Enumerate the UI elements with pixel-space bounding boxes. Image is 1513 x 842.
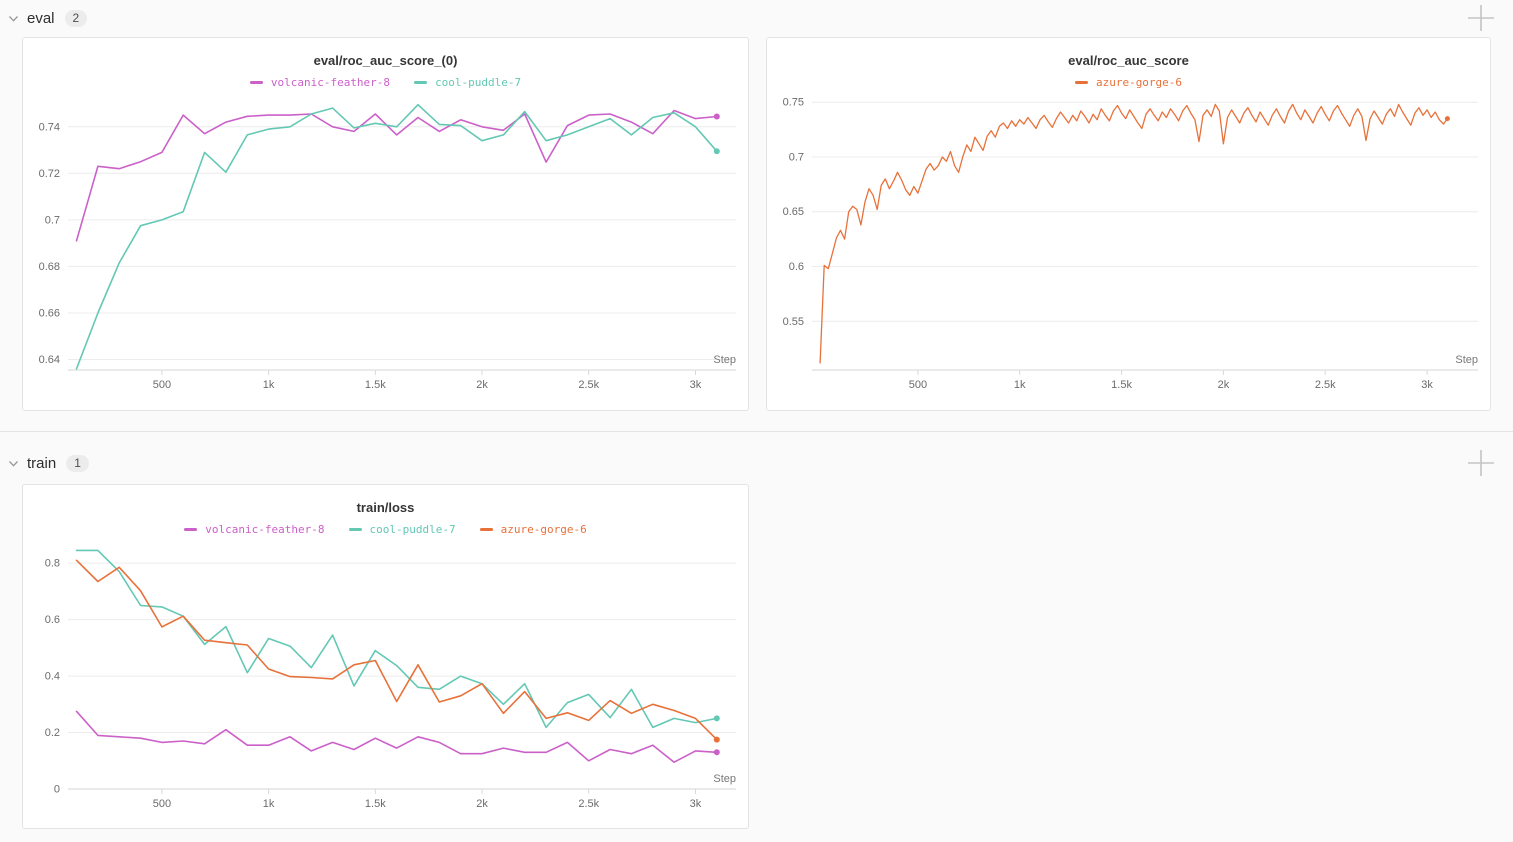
legend-run-name: volcanic-feather-8 [270, 75, 391, 89]
svg-text:0.64: 0.64 [39, 354, 60, 366]
legend-swatch [184, 527, 198, 531]
legend-item-cool-puddle-7[interactable]: cool-puddle-7 [348, 522, 456, 536]
legend-item-azure-gorge-6[interactable]: azure-gorge-6 [1074, 75, 1183, 89]
plus-icon [1468, 5, 1494, 31]
svg-text:0.6: 0.6 [789, 261, 804, 273]
section-train: train 1 train/loss volcanic-feather-8 coo… [0, 445, 1513, 829]
svg-text:1k: 1k [1014, 379, 1026, 391]
svg-text:0.7: 0.7 [45, 214, 60, 226]
legend-item-volcanic-feather-8[interactable]: volcanic-feather-8 [184, 522, 325, 536]
add-panel-button[interactable] [1465, 447, 1497, 479]
chevron-down-icon[interactable] [6, 11, 20, 25]
panel-eval-roc-auc-score[interactable]: eval/roc_auc_score azure-gorge-6 0.55 0.6… [766, 37, 1491, 411]
legend-item-azure-gorge-6[interactable]: azure-gorge-6 [479, 522, 587, 536]
svg-text:500: 500 [153, 798, 171, 810]
legend-item-volcanic-feather-8[interactable]: volcanic-feather-8 [249, 75, 391, 89]
panel-count-badge: 1 [66, 454, 89, 472]
legend-run-name: azure-gorge-6 [500, 522, 587, 536]
line-chart[interactable]: 0.55 0.6 0.65 0.7 0.75 500 1k 1.5k 2k 2.5k 3k Step [767, 96, 1490, 411]
svg-text:1.5k: 1.5k [1111, 379, 1132, 391]
svg-text:0.2: 0.2 [45, 727, 60, 739]
svg-text:0.66: 0.66 [39, 307, 60, 319]
svg-text:2k: 2k [476, 798, 488, 810]
svg-text:0: 0 [54, 784, 60, 796]
svg-text:1k: 1k [263, 379, 275, 391]
legend-run-name: azure-gorge-6 [1095, 75, 1183, 89]
svg-text:0.65: 0.65 [783, 206, 804, 218]
svg-text:1k: 1k [263, 798, 275, 810]
plus-icon [1468, 450, 1494, 476]
svg-text:0.74: 0.74 [39, 121, 60, 133]
line-chart[interactable]: 0.64 0.66 0.68 0.7 0.72 0.74 500 1k 1.5k 2k 2.5k 3k… [23, 96, 748, 411]
svg-text:Step: Step [1455, 354, 1478, 366]
legend-swatch [249, 80, 263, 84]
svg-text:0.75: 0.75 [783, 97, 804, 109]
section-title: eval [27, 9, 55, 27]
svg-text:500: 500 [909, 379, 927, 391]
svg-text:0.7: 0.7 [789, 151, 804, 163]
eval-section-header: eval 2 [0, 0, 1513, 34]
svg-text:0.4: 0.4 [45, 671, 60, 683]
svg-text:0.55: 0.55 [783, 316, 804, 328]
line-chart[interactable]: 0 0.2 0.4 0.6 0.8 500 1k 1.5k 2k 2.5k 3k Step [23, 543, 748, 829]
eval-panel-row: eval/roc_auc_score_(0) volcanic-feather-… [0, 37, 1513, 411]
panel-train-loss[interactable]: train/loss volcanic-feather-8 cool-puddle… [22, 484, 749, 829]
chart-title: eval/roc_auc_score_(0) [313, 53, 458, 68]
svg-text:1.5k: 1.5k [365, 798, 386, 810]
svg-text:Step: Step [713, 773, 736, 785]
chart-title: train/loss [356, 500, 415, 515]
chart-legend: volcanic-feather-8 cool-puddle-7 azure-gor… [23, 521, 748, 537]
svg-text:2.5k: 2.5k [578, 379, 599, 391]
svg-text:3k: 3k [690, 379, 702, 391]
legend-run-name: volcanic-feather-8 [205, 522, 325, 536]
svg-text:2.5k: 2.5k [1315, 379, 1336, 391]
svg-text:2k: 2k [476, 379, 488, 391]
add-panel-button[interactable] [1465, 2, 1497, 34]
section-title: train [27, 454, 57, 472]
train-panel-row: train/loss volcanic-feather-8 cool-puddle… [0, 484, 1513, 829]
section-eval: eval 2 eval/roc_auc_score_(0) volcanic-f… [0, 0, 1513, 411]
legend-swatch [479, 527, 493, 531]
svg-text:3k: 3k [690, 798, 702, 810]
svg-text:0.72: 0.72 [39, 168, 60, 180]
legend-item-cool-puddle-7[interactable]: cool-puddle-7 [414, 76, 521, 89]
svg-text:0.8: 0.8 [45, 558, 60, 570]
svg-text:3k: 3k [1421, 379, 1433, 391]
panel-count-badge: 2 [64, 9, 88, 27]
chart-legend: azure-gorge-6 [767, 74, 1490, 90]
legend-swatch [414, 80, 428, 84]
svg-text:2.5k: 2.5k [578, 798, 599, 810]
legend-swatch [1074, 80, 1088, 84]
chart-legend: volcanic-feather-8 cool-puddle-7 [23, 74, 748, 90]
svg-text:1.5k: 1.5k [365, 379, 386, 391]
svg-text:500: 500 [153, 379, 171, 391]
train-section-header: train 1 [0, 445, 1513, 479]
svg-text:2k: 2k [1218, 379, 1230, 391]
legend-run-name: cool-puddle-7 [369, 522, 456, 536]
panel-eval-roc-auc-score-0[interactable]: eval/roc_auc_score_(0) volcanic-feather-… [22, 37, 749, 411]
legend-run-name: cool-puddle-7 [435, 75, 522, 89]
svg-text:Step: Step [713, 354, 736, 366]
svg-text:0.68: 0.68 [39, 261, 60, 273]
svg-text:0.6: 0.6 [45, 614, 60, 626]
legend-swatch [348, 527, 362, 531]
chart-title: eval/roc_auc_score [1068, 53, 1189, 68]
chevron-down-icon[interactable] [6, 456, 20, 470]
section-divider [0, 431, 1513, 432]
